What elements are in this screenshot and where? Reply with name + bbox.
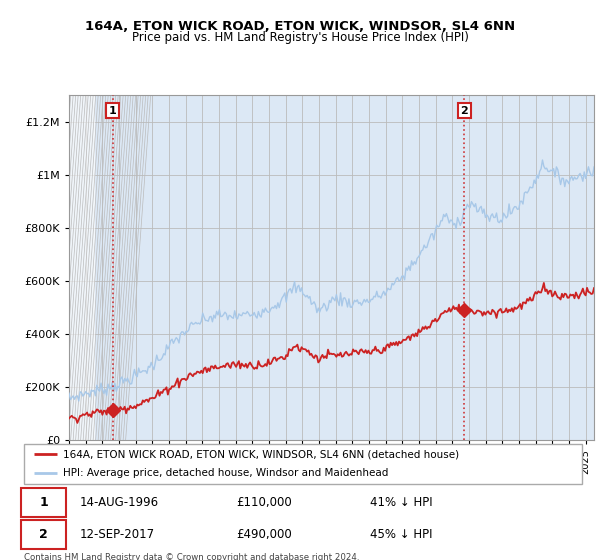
Text: 12-SEP-2017: 12-SEP-2017 <box>80 528 155 541</box>
FancyBboxPatch shape <box>21 520 66 549</box>
FancyBboxPatch shape <box>24 444 582 484</box>
Text: 1: 1 <box>39 496 48 509</box>
Text: 2: 2 <box>39 528 48 541</box>
Text: 164A, ETON WICK ROAD, ETON WICK, WINDSOR, SL4 6NN (detached house): 164A, ETON WICK ROAD, ETON WICK, WINDSOR… <box>63 449 459 459</box>
Text: 14-AUG-1996: 14-AUG-1996 <box>80 496 159 509</box>
Text: 45% ↓ HPI: 45% ↓ HPI <box>370 528 433 541</box>
Text: £110,000: £110,000 <box>236 496 292 509</box>
FancyBboxPatch shape <box>21 488 66 517</box>
Text: 1: 1 <box>109 106 116 116</box>
Text: 164A, ETON WICK ROAD, ETON WICK, WINDSOR, SL4 6NN: 164A, ETON WICK ROAD, ETON WICK, WINDSOR… <box>85 20 515 32</box>
Text: Contains HM Land Registry data © Crown copyright and database right 2024.
This d: Contains HM Land Registry data © Crown c… <box>24 553 359 560</box>
Text: Price paid vs. HM Land Registry's House Price Index (HPI): Price paid vs. HM Land Registry's House … <box>131 31 469 44</box>
Text: £490,000: £490,000 <box>236 528 292 541</box>
Text: 41% ↓ HPI: 41% ↓ HPI <box>370 496 433 509</box>
Text: 2: 2 <box>460 106 468 116</box>
Text: HPI: Average price, detached house, Windsor and Maidenhead: HPI: Average price, detached house, Wind… <box>63 468 388 478</box>
